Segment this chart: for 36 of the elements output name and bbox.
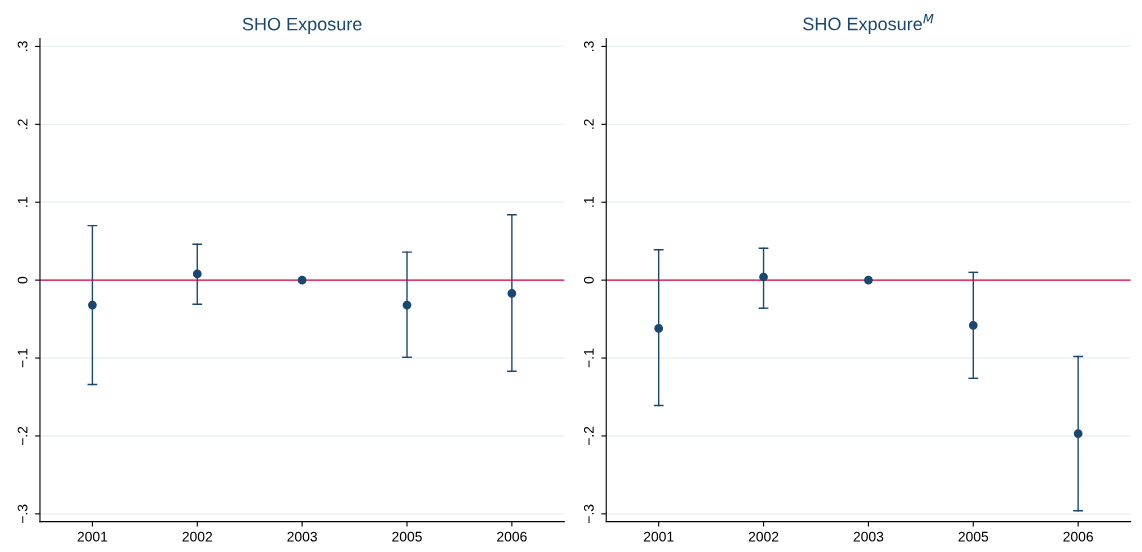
point: [968, 320, 978, 330]
y-tick-label: 0: [583, 276, 594, 284]
point: [654, 324, 664, 333]
y-tick-label: −.2: [583, 426, 594, 446]
y-tick-label: .1: [584, 197, 594, 207]
chart-title: SHO Exposure$^{M}$: [803, 14, 934, 34]
x-tick-label: 2006: [497, 531, 527, 542]
y-tick-label: −.2: [17, 426, 28, 446]
y-tick-label: .3: [17, 41, 28, 51]
point: [759, 272, 768, 282]
x-tick-label: 2002: [748, 531, 779, 542]
point: [192, 269, 202, 279]
x-tick-label: 2001: [643, 531, 674, 542]
point: [88, 300, 97, 310]
point: [297, 275, 307, 285]
y-tick-label: .3: [583, 41, 594, 51]
y-tick-label: −.1: [584, 348, 594, 368]
x-tick-label: 2005: [392, 531, 422, 542]
x-tick-label: 2006: [1063, 531, 1093, 542]
y-tick-label: −.3: [17, 504, 28, 524]
x-tick-label: 2005: [958, 531, 989, 542]
x-tick-label: 2003: [853, 531, 884, 542]
y-tick-label: −.3: [583, 504, 594, 524]
point: [507, 289, 517, 298]
chart-title: SHO Exposure: [242, 17, 362, 35]
y-tick-label: −.1: [17, 348, 28, 368]
point: [864, 275, 873, 285]
y-tick-label: 0: [17, 276, 28, 284]
point: [402, 300, 412, 310]
y-tick-label: .2: [17, 119, 28, 129]
y-tick-label: .1: [17, 197, 28, 207]
x-tick-label: 2001: [77, 531, 108, 542]
x-tick-label: 2002: [182, 531, 213, 542]
x-tick-label: 2003: [287, 531, 317, 542]
point: [1073, 429, 1083, 438]
y-tick-label: .2: [583, 119, 594, 129]
